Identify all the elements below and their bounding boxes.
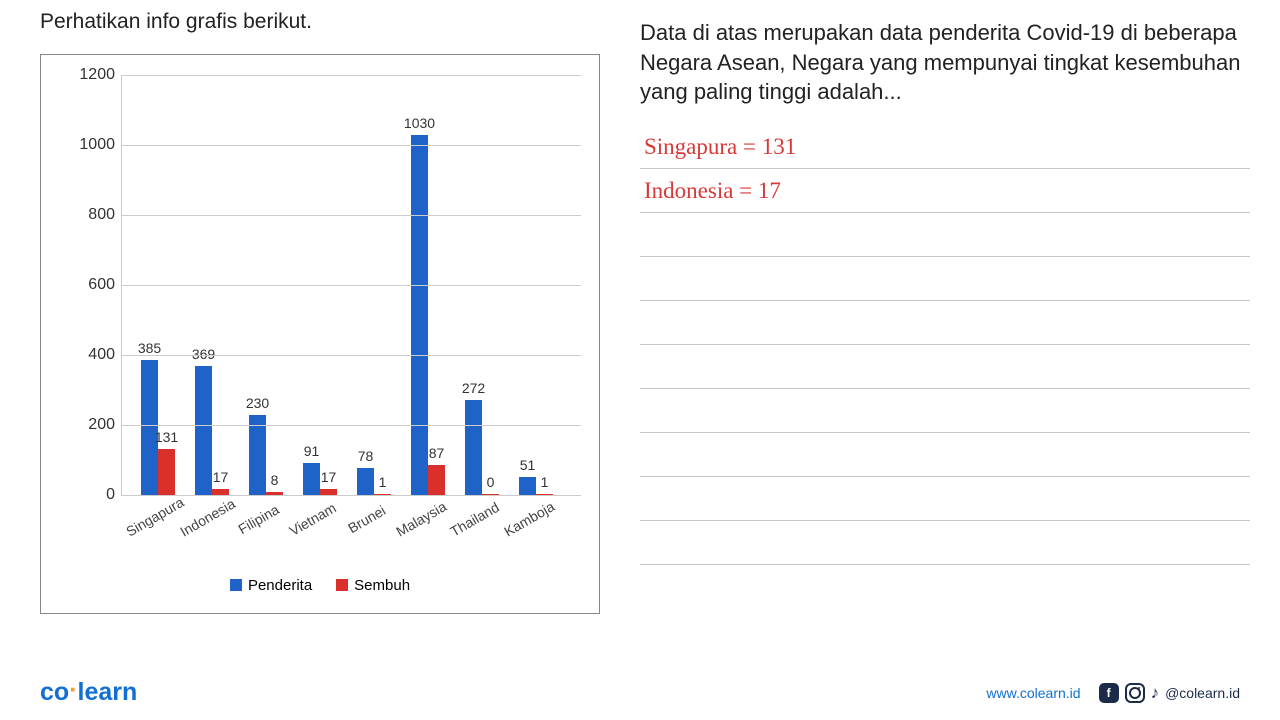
bar-group: 103087 [401,135,455,496]
bar-group: 9117 [293,463,347,495]
bar-value-label: 1 [379,474,387,490]
x-tick-label: Filipina [231,499,286,540]
legend-swatch [230,579,242,591]
x-tick-label: Brunei [339,499,394,540]
tiktok-icon: ♪ [1151,683,1160,703]
question-text: Data di atas merupakan data penderita Co… [640,18,1250,107]
footer: co·learn www.colearn.id f ♪ @colearn.id [0,664,1280,720]
legend-label: Sembuh [354,577,410,594]
handwritten-notes: Singapura = 131 Indonesia = 17 [640,125,1250,565]
bar-value-label: 0 [487,474,495,490]
legend-label: Penderita [248,577,312,594]
bar: 230 [249,415,266,496]
bar-value-label: 87 [429,445,445,461]
instagram-icon [1125,683,1145,703]
x-tick-label: Thailand [447,499,502,540]
y-tick-label: 1000 [71,136,115,154]
bar-value-label: 91 [304,443,320,459]
x-tick-label: Vietnam [285,499,340,540]
bar: 385 [141,360,158,495]
bar: 131 [158,449,175,495]
bar: 369 [195,366,212,495]
bar-group: 272 0 [455,400,509,495]
gridline [121,495,581,496]
bar-group: 78 1 [347,468,401,495]
chart-legend: Penderita Sembuh [41,577,599,596]
y-tick-label: 800 [71,206,115,224]
bar: 91 [303,463,320,495]
note-line-2: Indonesia = 17 [640,178,781,204]
gridline [121,75,581,76]
note-line-1: Singapura = 131 [640,134,796,160]
gridline [121,355,581,356]
y-tick-label: 1200 [71,66,115,84]
social-icons: f ♪ @colearn.id [1099,683,1240,703]
bar-chart: 38513136917230891177811030872720511 0200… [40,54,600,614]
gridline [121,215,581,216]
bar-group: 36917 [185,366,239,495]
facebook-icon: f [1099,683,1119,703]
gridline [121,425,581,426]
bar-value-label: 8 [271,472,279,488]
bar-value-label: 131 [155,429,178,445]
y-tick-label: 0 [71,486,115,504]
bar-value-label: 272 [462,380,485,396]
bar-group: 385131 [131,360,185,495]
social-handle: @colearn.id [1165,685,1240,701]
x-tick-label: Kamboja [501,499,556,540]
bar: 78 [357,468,374,495]
bar: 1030 [411,135,428,496]
x-tick-label: Malaysia [393,499,448,540]
footer-url: www.colearn.id [986,685,1080,701]
legend-item: Sembuh [336,577,410,594]
x-tick-label: Singapura [123,499,178,540]
legend-swatch [336,579,348,591]
legend-item: Penderita [230,577,312,594]
bar-group: 51 1 [509,477,563,495]
bar-value-label: 369 [192,346,215,362]
bar-group: 230 8 [239,415,293,496]
bar-value-label: 230 [246,395,269,411]
bar-value-label: 51 [520,457,536,473]
bar-value-label: 17 [213,469,229,485]
colearn-logo: co·learn [40,678,137,707]
bar-value-label: 1 [541,474,549,490]
bar-value-label: 78 [358,448,374,464]
bar: 87 [428,465,445,495]
gridline [121,285,581,286]
bar-value-label: 17 [321,469,337,485]
bar: 272 [465,400,482,495]
bar: 51 [519,477,536,495]
y-tick-label: 600 [71,276,115,294]
gridline [121,145,581,146]
bar-value-label: 1030 [404,115,435,131]
y-tick-label: 200 [71,416,115,434]
instruction-text: Perhatikan info grafis berikut. [40,10,610,34]
bar-value-label: 385 [138,340,161,356]
y-tick-label: 400 [71,346,115,364]
